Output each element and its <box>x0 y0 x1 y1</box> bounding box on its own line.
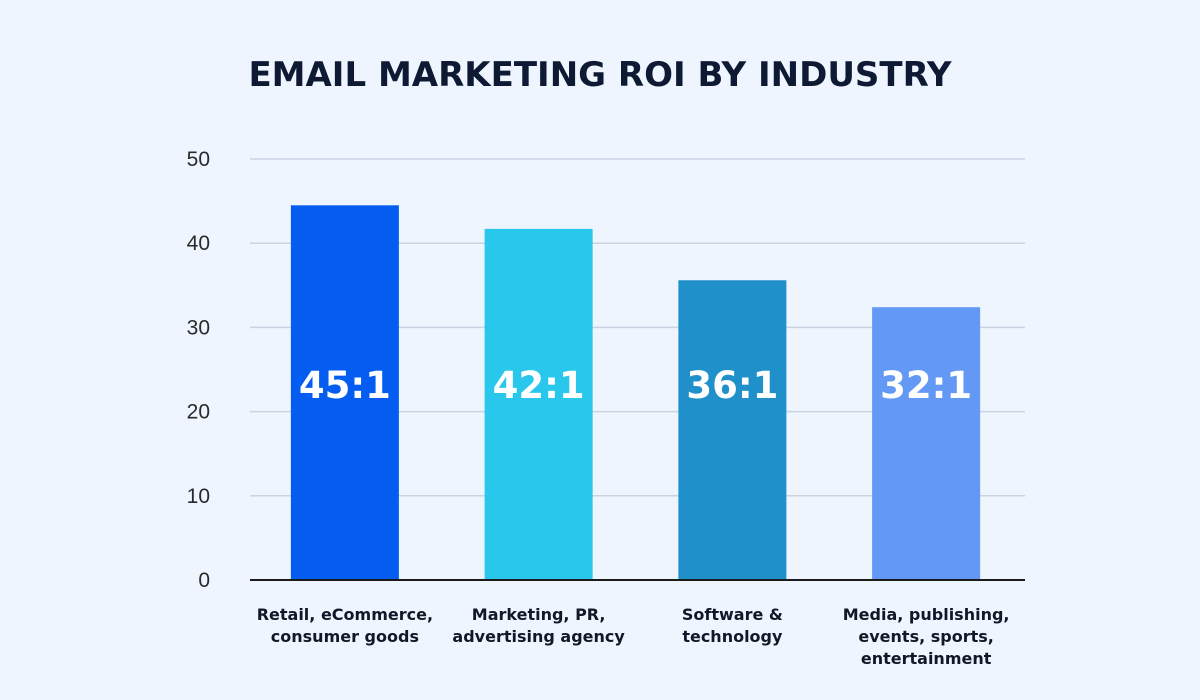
bar-value-label: 45:1 <box>299 364 391 407</box>
category-label: Media, publishing, events, sports, enterta… <box>843 605 1010 668</box>
category-label-line: technology <box>682 627 783 646</box>
chart-title: EMAIL MARKETING ROI BY INDUSTRY <box>248 55 951 95</box>
category-label-line: advertising agency <box>452 627 625 646</box>
bar-value-label: 36:1 <box>686 364 778 407</box>
y-tick-label: 40 <box>187 232 210 255</box>
bar-value-label: 42:1 <box>493 364 585 407</box>
bars: 45:1 42:1 36:1 32:1 <box>290 205 981 581</box>
y-tick-label: 10 <box>187 485 210 508</box>
category-label-line: Software & <box>682 605 783 624</box>
category-label-line: entertainment <box>861 649 992 668</box>
y-tick-label: 30 <box>187 316 210 339</box>
bar <box>290 205 399 580</box>
x-axis-categories: Retail, eCommerce, consumer goods Marketin… <box>257 605 1010 668</box>
bar-value-label: 32:1 <box>880 364 972 407</box>
bar <box>872 307 981 580</box>
category-label: Software & technology <box>682 605 783 646</box>
category-label-line: events, sports, <box>858 627 993 646</box>
y-tick-label: 50 <box>187 148 210 171</box>
y-tick-label: 0 <box>198 569 210 592</box>
bar <box>678 280 787 580</box>
category-label: Retail, eCommerce, consumer goods <box>257 605 433 646</box>
category-label-line: Retail, eCommerce, <box>257 605 433 624</box>
category-label-line: consumer goods <box>271 627 419 646</box>
bar <box>484 228 593 581</box>
y-tick-label: 20 <box>187 401 210 424</box>
y-axis-ticks: 0 10 20 30 40 50 <box>187 148 210 592</box>
category-label: Marketing, PR, advertising agency <box>452 605 625 646</box>
category-label-line: Marketing, PR, <box>472 605 606 624</box>
category-label-line: Media, publishing, <box>843 605 1010 624</box>
